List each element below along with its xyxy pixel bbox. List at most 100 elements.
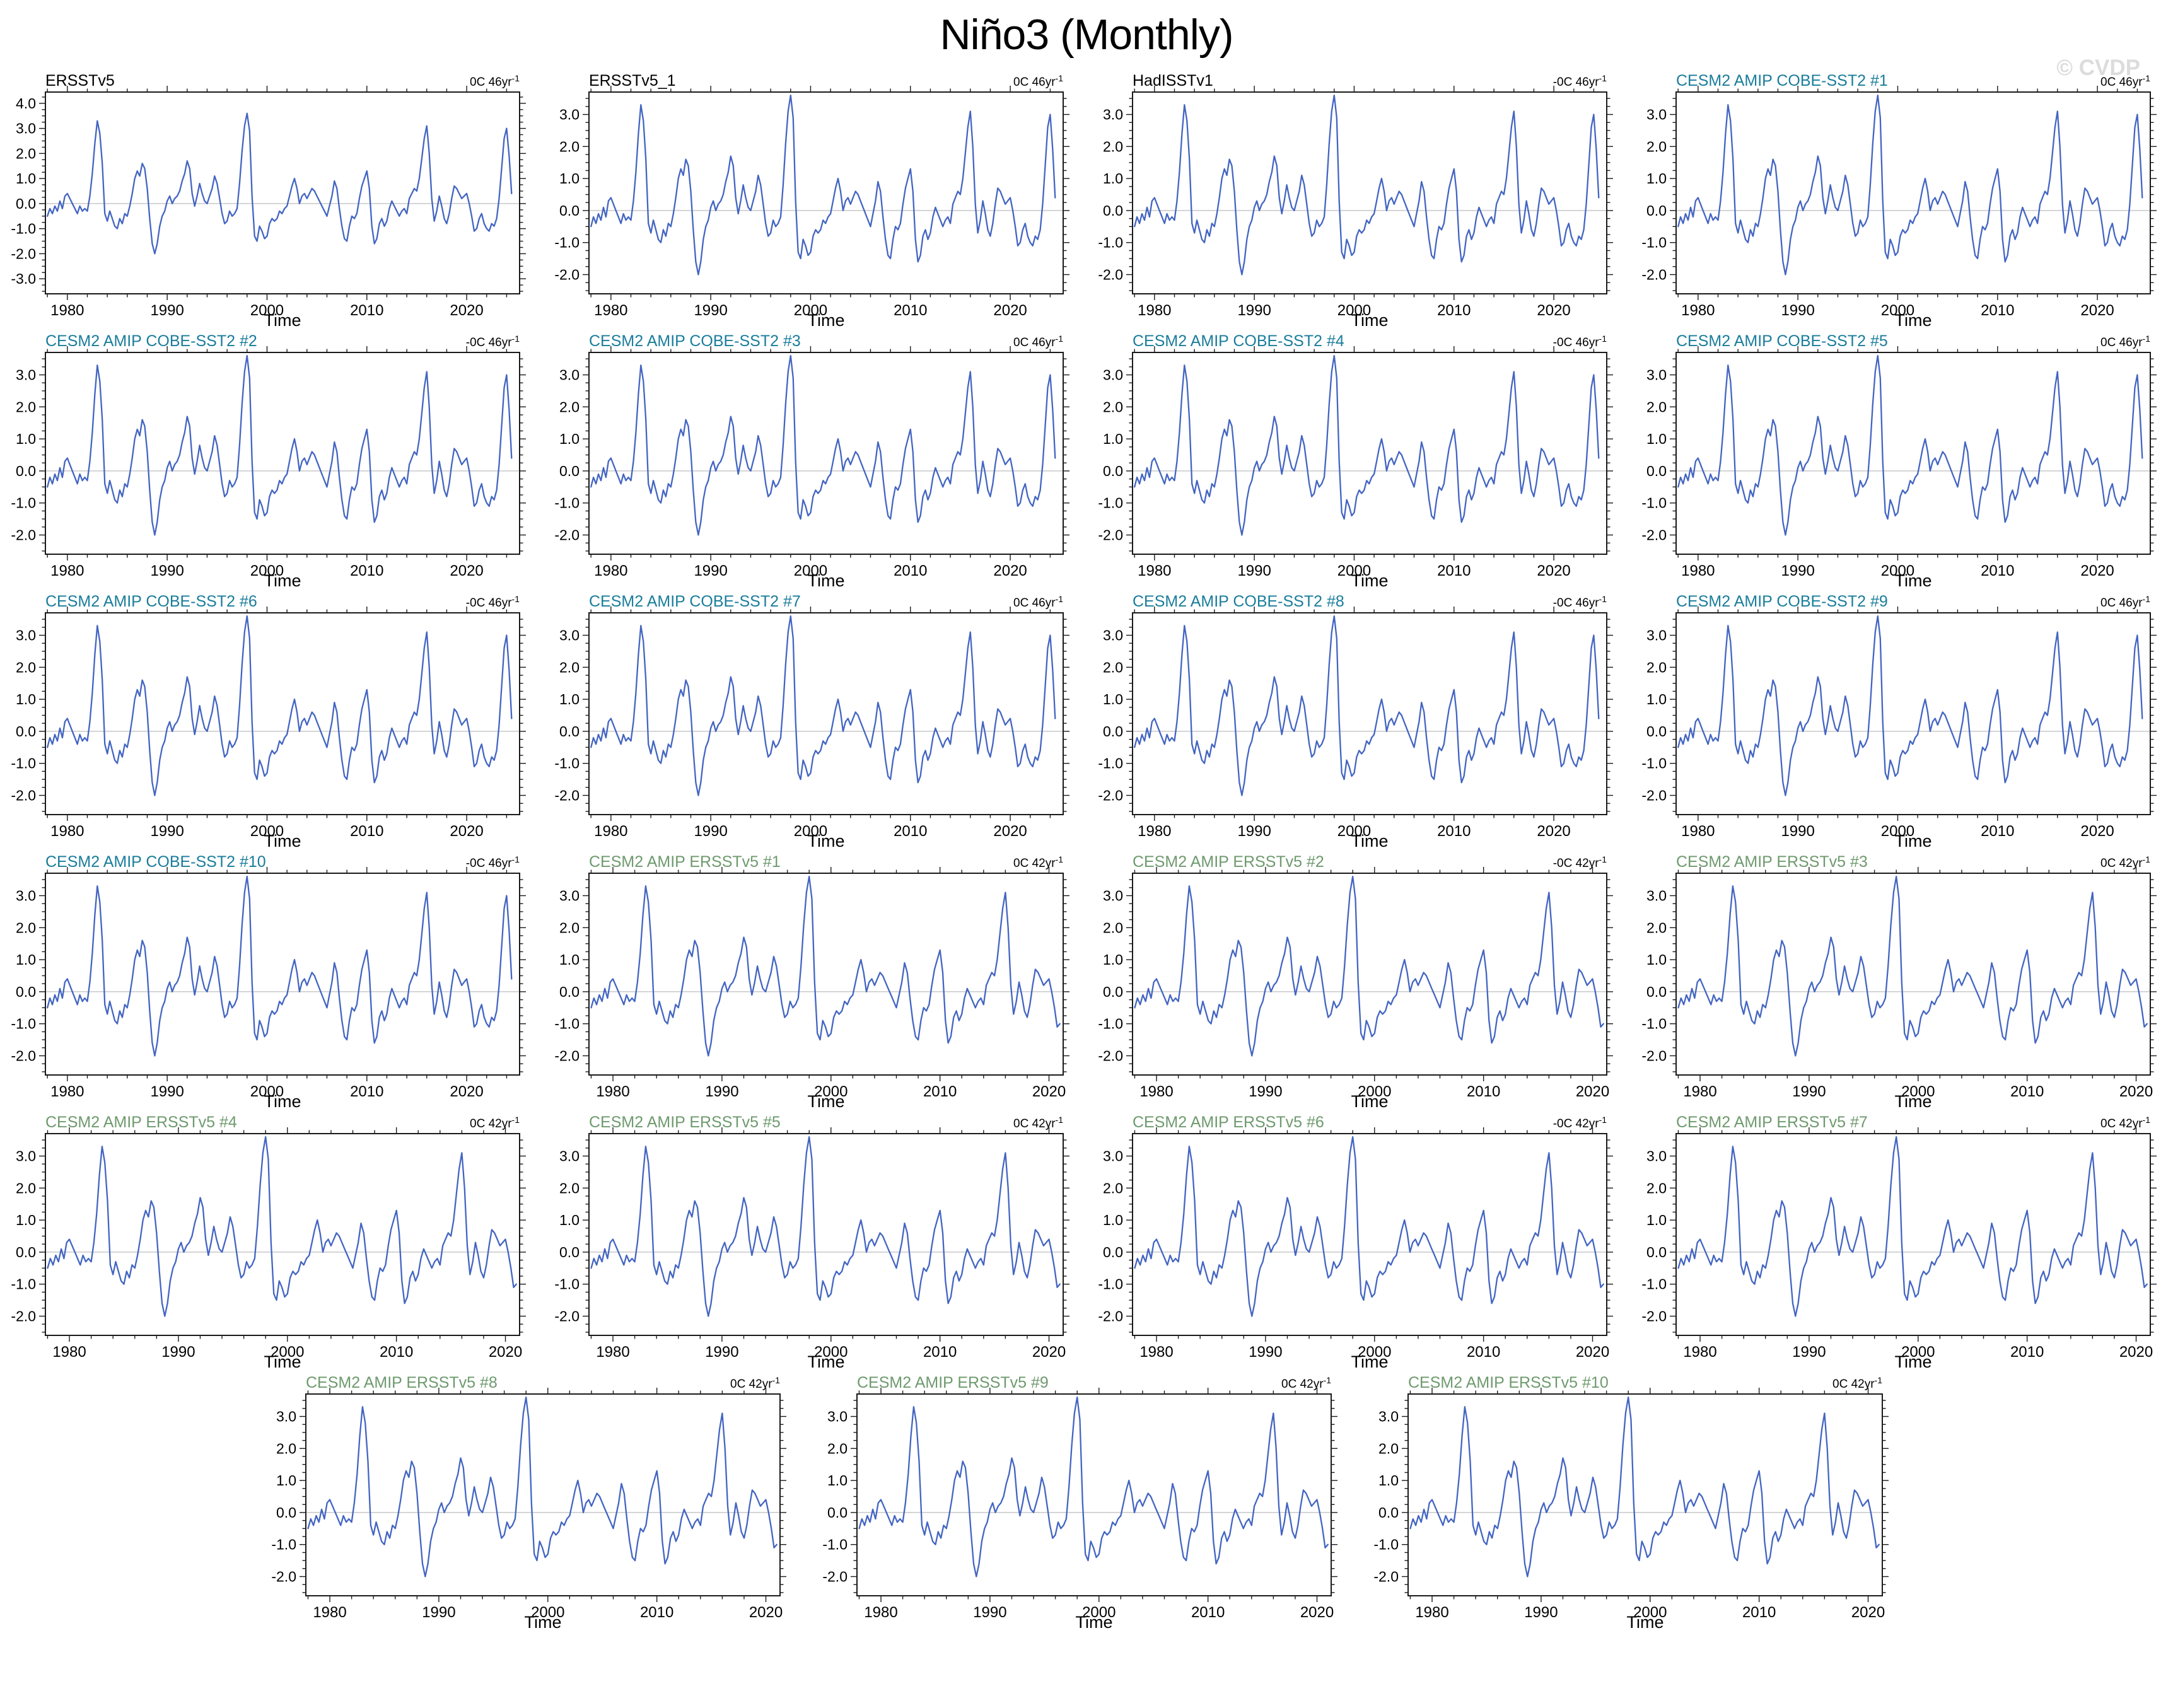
nino3-series-line xyxy=(1134,615,1600,796)
y-tick-label: 3.0 xyxy=(1378,1409,1399,1425)
y-tick-label: 2.0 xyxy=(16,1180,36,1196)
x-tick-label: 2010 xyxy=(1437,823,1471,840)
x-tick-label: 2020 xyxy=(993,562,1027,579)
y-tick-label: 0.0 xyxy=(559,202,580,219)
panel-cesm2-amip-cobe-sst2-6: CESM2 AMIP COBE-SST2 #6 -0C 46yr-1 1980 199… xyxy=(4,590,546,851)
axis-ticks xyxy=(1126,86,1613,300)
trend-label: 0C 46yr-1 xyxy=(2100,334,2150,349)
x-tick-label: 1980 xyxy=(1681,302,1715,319)
x-tick-label: 1980 xyxy=(50,823,84,840)
nino3-series-line xyxy=(1409,1396,1880,1577)
y-tick-label: 0.0 xyxy=(559,723,580,740)
x-tick-label: 2010 xyxy=(1981,823,2014,840)
x-tick-label: 2000 xyxy=(1901,1344,1935,1361)
y-tick-label: -2.0 xyxy=(11,1048,36,1064)
panel-title: CESM2 AMIP ERSSTv5 #10 xyxy=(1408,1374,1609,1391)
nino3-series-line xyxy=(1134,875,1604,1057)
x-axis-label: Time xyxy=(1351,571,1389,590)
x-tick-label: 1980 xyxy=(1138,562,1171,579)
y-tick-label: 3.0 xyxy=(1103,107,1123,123)
x-axis-label: Time xyxy=(808,1092,845,1110)
x-tick-label: 1990 xyxy=(150,1083,184,1100)
y-tick-label: 1.0 xyxy=(16,431,36,447)
x-tick-label: 1990 xyxy=(150,823,184,840)
y-tick-label: -1.0 xyxy=(11,1016,36,1032)
y-tick-label: 1.0 xyxy=(276,1472,296,1489)
y-tick-label: 0.0 xyxy=(16,463,36,479)
y-tick-label: 3.0 xyxy=(827,1409,848,1425)
y-tick-label: -2.0 xyxy=(11,787,36,804)
trend-label: 0C 42yr-1 xyxy=(2100,1115,2150,1130)
axis-ticks xyxy=(300,1388,786,1602)
nino3-series-line xyxy=(1134,1136,1604,1317)
x-axis-label: Time xyxy=(808,571,845,590)
y-tick-label: 1.0 xyxy=(559,431,580,447)
plot-frame xyxy=(1675,873,2151,1076)
y-tick-label: 0.0 xyxy=(559,1244,580,1260)
y-tick-label: 0.0 xyxy=(1103,984,1123,1000)
panel-title: CESM2 AMIP ERSSTv5 #4 xyxy=(45,1113,237,1131)
x-tick-label: 1980 xyxy=(50,562,84,579)
x-tick-label: 1990 xyxy=(1781,562,1814,579)
panel-title: CESM2 AMIP COBE-SST2 #5 xyxy=(1676,332,1888,350)
panel-title: CESM2 AMIP ERSSTv5 #8 xyxy=(306,1374,498,1391)
y-tick-label: 2.0 xyxy=(559,659,580,675)
timeseries-plot: CESM2 AMIP ERSSTv5 #4 0C 42yr-1 1980 1990 20… xyxy=(11,1113,526,1371)
x-tick-label: 2010 xyxy=(350,562,383,579)
y-tick-label: 0.0 xyxy=(1103,463,1123,479)
plot-frame xyxy=(1132,1133,1607,1336)
timeseries-plot: CESM2 AMIP ERSSTv5 #1 0C 42yr-1 1980 1990 20… xyxy=(554,853,1069,1111)
x-tick-label: 2020 xyxy=(993,302,1027,319)
plot-frame xyxy=(588,352,1064,555)
panel-cesm2-amip-ersstv5-6: CESM2 AMIP ERSSTv5 #6 -0C 42yr-1 1980 1990 2… xyxy=(1091,1111,1633,1371)
nino3-series-line xyxy=(858,1396,1329,1577)
plot-frame xyxy=(45,91,520,294)
x-tick-label: 1980 xyxy=(1138,302,1171,319)
y-tick-label: 1.0 xyxy=(827,1472,848,1489)
panel-title: CESM2 AMIP ERSSTv5 #1 xyxy=(589,853,781,871)
axis-ticks xyxy=(1670,86,2157,300)
axis-ticks xyxy=(583,346,1069,561)
y-tick-label: 2.0 xyxy=(1103,659,1123,675)
y-tick-label: 4.0 xyxy=(16,95,36,112)
trend-label: -0C 42yr-1 xyxy=(1553,854,1607,870)
y-tick-label: 0.0 xyxy=(16,723,36,740)
timeseries-plot: CESM2 AMIP ERSSTv5 #7 0C 42yr-1 1980 1990 20… xyxy=(1641,1113,2157,1371)
panel-grid-last-row: CESM2 AMIP ERSSTv5 #8 0C 42yr-1 1980 1990 20… xyxy=(0,1371,2173,1632)
timeseries-plot: CESM2 AMIP ERSSTv5 #9 0C 42yr-1 1980 1990 20… xyxy=(822,1374,1337,1632)
x-tick-label: 2000 xyxy=(814,1083,848,1100)
plot-frame xyxy=(856,1393,1332,1596)
x-axis-label: Time xyxy=(264,832,301,850)
x-tick-label: 2000 xyxy=(250,302,284,319)
nino3-series-line xyxy=(47,875,513,1057)
y-tick-label: 2.0 xyxy=(16,398,36,415)
timeseries-plot: CESM2 AMIP COBE-SST2 #10 -0C 46yr-1 1980 19… xyxy=(11,853,526,1111)
y-tick-label: -1.0 xyxy=(1641,495,1667,511)
panel-title: CESM2 AMIP COBE-SST2 #7 xyxy=(589,593,801,610)
y-tick-label: 1.0 xyxy=(16,1212,36,1228)
panel-cesm2-amip-ersstv5-8: CESM2 AMIP ERSSTv5 #8 0C 42yr-1 1980 1990 20… xyxy=(264,1371,807,1632)
x-tick-label: 2000 xyxy=(1881,302,1914,319)
panel-ersstv5: ERSSTv5 0C 46yr-1 1980 1990 2000 2010 2020 -3.0… xyxy=(4,69,546,330)
nino3-series-line xyxy=(1134,354,1600,536)
x-tick-label: 2000 xyxy=(1358,1344,1391,1361)
panel-title: CESM2 AMIP COBE-SST2 #6 xyxy=(45,593,257,610)
timeseries-plot: ERSSTv5 0C 46yr-1 1980 1990 2000 2010 2020 -3.0… xyxy=(11,72,526,330)
y-tick-label: 3.0 xyxy=(1646,107,1667,123)
y-tick-label: 3.0 xyxy=(16,120,36,137)
trend-label: -0C 46yr-1 xyxy=(466,854,520,870)
x-tick-label: 2000 xyxy=(531,1604,564,1621)
x-tick-label: 1990 xyxy=(1524,1604,1558,1621)
panel-hadisstv1: HadISSTv1 -0C 46yr-1 1980 1990 2000 2010 2020 -… xyxy=(1091,69,1633,330)
x-axis-label: Time xyxy=(264,1092,301,1110)
nino3-series-line xyxy=(1677,94,2143,276)
x-tick-label: 2000 xyxy=(1082,1604,1116,1621)
nino3-series-line xyxy=(47,112,513,255)
y-tick-label: 3.0 xyxy=(1646,367,1667,383)
axis-ticks xyxy=(1670,607,2157,821)
nino3-series-line xyxy=(307,1396,778,1577)
trend-label: -0C 46yr-1 xyxy=(1553,334,1607,349)
panel-grid-main: ERSSTv5 0C 46yr-1 1980 1990 2000 2010 2020 -3.0… xyxy=(4,69,2173,1371)
x-tick-label: 2020 xyxy=(2080,302,2114,319)
x-tick-label: 2020 xyxy=(1576,1083,1609,1100)
